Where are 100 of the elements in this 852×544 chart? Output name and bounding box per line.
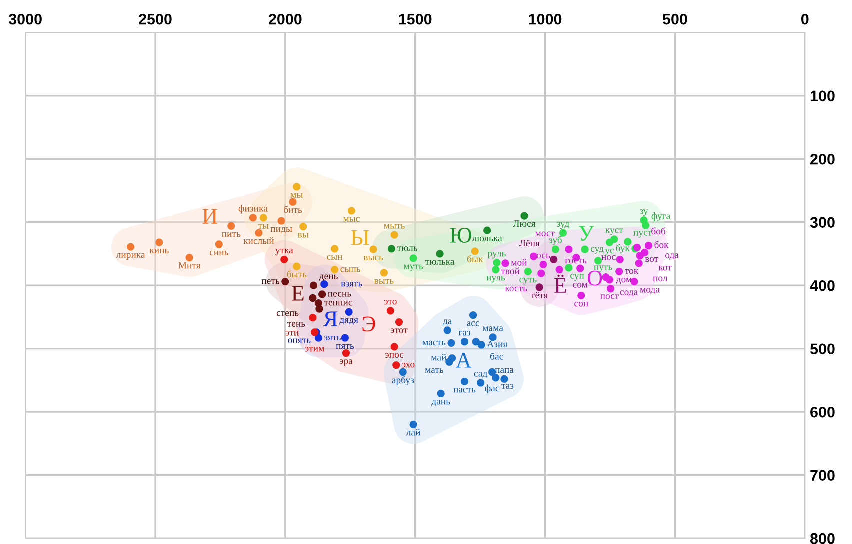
annotation: фас bbox=[485, 384, 500, 394]
annotation: путь bbox=[594, 266, 612, 272]
annotation: выть bbox=[374, 279, 394, 284]
annotation: Митя bbox=[178, 262, 201, 269]
annotation: куст bbox=[606, 228, 624, 236]
annotation: пуст bbox=[634, 231, 652, 238]
annotation: твой bbox=[501, 268, 520, 274]
y-tick-label: 200 bbox=[810, 154, 835, 165]
annotation: лирика bbox=[116, 253, 146, 260]
annotation: бук bbox=[616, 244, 630, 254]
annotation: тюль bbox=[397, 246, 418, 252]
annotation: май bbox=[431, 354, 446, 361]
annotation: кислый bbox=[244, 237, 274, 244]
x-tick-label: 0 bbox=[801, 14, 809, 25]
annotation: ток bbox=[625, 269, 639, 274]
annotation: теннис bbox=[324, 301, 352, 306]
annotation: боб bbox=[652, 228, 666, 235]
annotation: нуль bbox=[486, 276, 506, 283]
annotation: сон bbox=[574, 302, 588, 307]
y-tick-label: 300 bbox=[810, 217, 835, 228]
annotation: пиды bbox=[270, 228, 292, 234]
y-tick-label: 500 bbox=[810, 344, 835, 355]
annotation: зуб bbox=[549, 236, 562, 246]
annotation: мы bbox=[290, 193, 303, 198]
annotation: эти bbox=[286, 331, 299, 336]
series-label: Ы bbox=[351, 230, 370, 246]
annotation: мост bbox=[535, 232, 555, 236]
annotation: синь bbox=[210, 250, 228, 256]
annotation: тюлька bbox=[425, 260, 455, 265]
annotation: тень bbox=[288, 322, 306, 327]
annotation: кот bbox=[658, 266, 672, 271]
annotation: бить bbox=[284, 206, 302, 214]
annotation: день bbox=[319, 274, 338, 282]
annotation: опять bbox=[288, 338, 311, 344]
annotation: Люся bbox=[513, 220, 536, 228]
annotation: сом bbox=[573, 283, 588, 288]
annotation: физика bbox=[238, 204, 268, 214]
annotation: суп bbox=[570, 274, 584, 281]
x-tick-label: 1500 bbox=[399, 14, 432, 25]
annotation: ус bbox=[605, 248, 614, 256]
series-label: А bbox=[456, 353, 472, 368]
annotation: асс bbox=[467, 322, 480, 326]
annotation: степь bbox=[276, 312, 299, 316]
series-label: И bbox=[202, 209, 218, 224]
y-tick-label: 800 bbox=[810, 533, 835, 544]
annotation: руль bbox=[488, 252, 506, 259]
y-tick-label: 700 bbox=[810, 470, 835, 482]
annotation: пить bbox=[222, 232, 241, 238]
series-label: Э bbox=[362, 316, 376, 332]
annotation: сода bbox=[620, 290, 638, 298]
series-label: О bbox=[588, 270, 602, 286]
x-tick-label: 1000 bbox=[529, 14, 562, 25]
annotation: фуга bbox=[652, 212, 670, 222]
annotation: таз bbox=[502, 384, 514, 389]
x-tick-label: 500 bbox=[662, 14, 688, 25]
x-tick-label: 2500 bbox=[139, 14, 172, 25]
annotation: это bbox=[384, 300, 397, 305]
annotation: Азия bbox=[487, 340, 508, 348]
annotation: мой bbox=[511, 259, 528, 266]
annotation: да bbox=[442, 320, 452, 326]
annotation: Лёня bbox=[519, 240, 540, 247]
annotation: песнь bbox=[328, 292, 352, 297]
annotation: ода bbox=[666, 254, 679, 260]
x-tick-label: 3000 bbox=[8, 14, 42, 25]
annotation: суть bbox=[520, 278, 537, 285]
annotation: эра bbox=[340, 360, 353, 366]
annotation: суд bbox=[590, 247, 604, 254]
annotation: вот bbox=[645, 257, 658, 262]
annotation: масть bbox=[422, 340, 446, 346]
y-tick-label: 600 bbox=[810, 406, 835, 418]
annotation: высь bbox=[364, 256, 384, 261]
annotation: утка bbox=[276, 248, 294, 256]
annotation: пол bbox=[653, 276, 668, 282]
annotation: взять bbox=[341, 282, 362, 287]
annotation: кость bbox=[505, 286, 528, 292]
annotation: зять bbox=[324, 336, 341, 341]
annotation: вы bbox=[298, 233, 309, 238]
series-label: Е bbox=[292, 286, 304, 301]
annotation: кинь bbox=[150, 249, 169, 254]
annotation: муть bbox=[404, 264, 424, 272]
annotation: пасть bbox=[454, 388, 476, 393]
annotation: зу bbox=[640, 210, 648, 216]
annotation: мать bbox=[425, 368, 444, 374]
annotation: тётя bbox=[531, 292, 548, 299]
annotation: пять bbox=[336, 344, 354, 349]
annotation: папа bbox=[495, 368, 514, 374]
annotation: эпос bbox=[385, 353, 404, 358]
annotation: нос bbox=[602, 256, 616, 260]
series-label: Я bbox=[323, 312, 338, 326]
annotation: арбуз bbox=[392, 376, 414, 386]
series-label: Ю bbox=[450, 228, 472, 243]
annotation: газ bbox=[458, 331, 470, 336]
annotation: быть bbox=[287, 270, 307, 278]
annotation: дядя bbox=[340, 318, 358, 325]
x-tick-label: 2000 bbox=[268, 14, 302, 25]
annotation: гость bbox=[565, 258, 587, 264]
series-label: У bbox=[579, 226, 594, 242]
annotation: этим bbox=[305, 347, 324, 352]
annotation: бык bbox=[467, 255, 484, 262]
annotation: бас bbox=[490, 352, 504, 360]
